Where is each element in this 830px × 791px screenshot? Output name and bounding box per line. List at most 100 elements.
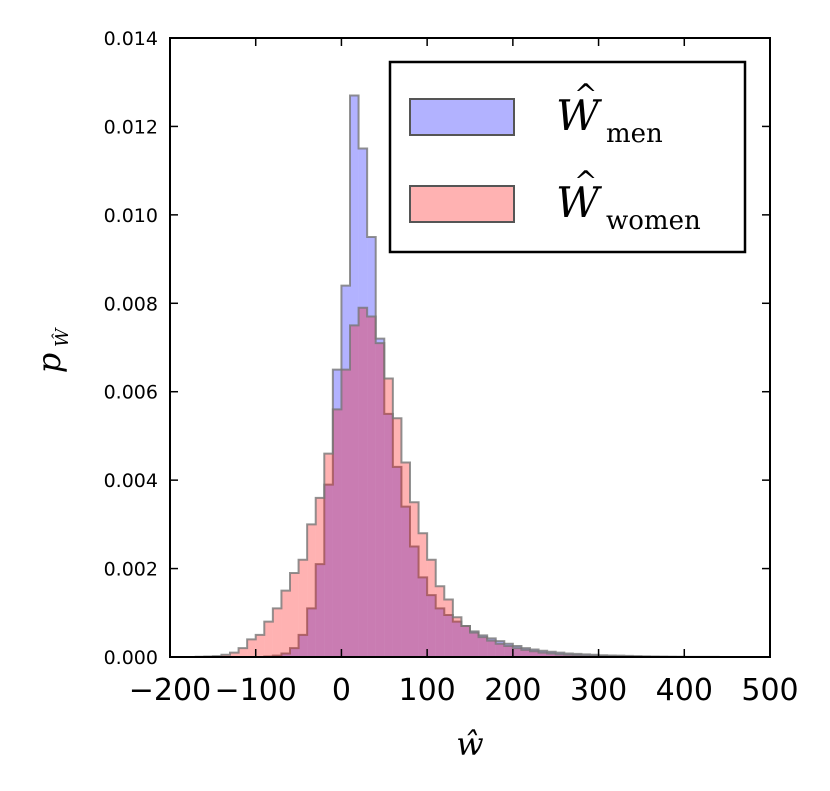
histogram-bar-men <box>315 564 325 657</box>
tick-labels: −200 −100 0 100 200 300 400 500 0.000 0.002 0.004 0… <box>104 28 799 708</box>
histogram-bar-women <box>255 634 265 657</box>
histogram-bar-men <box>444 614 453 657</box>
histogram-bar-men <box>375 338 385 657</box>
histogram-bar-women <box>230 652 239 657</box>
histogram-bar-women <box>538 652 548 657</box>
y-axis-title-subscript: Ŵ <box>50 327 73 347</box>
y-axis-title: p Ŵ <box>30 327 73 373</box>
x-tick-label: 400 <box>656 673 713 708</box>
histogram-bar-women <box>564 654 573 657</box>
histogram-series-layer <box>170 94 770 658</box>
histogram-bar-women <box>427 559 436 657</box>
histogram-bar-men <box>435 608 445 657</box>
histogram-bar-women <box>401 462 410 657</box>
histogram-outline-women <box>170 306 770 658</box>
histogram-bar-women <box>358 307 368 657</box>
histogram-bar-women <box>384 378 393 657</box>
histogram-bar-women <box>238 648 248 657</box>
histogram-bar-men <box>341 285 350 657</box>
histogram-bar-men <box>521 648 530 657</box>
histogram-bar-men <box>504 643 513 657</box>
histogram-bar-men <box>410 546 419 657</box>
histogram-bar-men <box>478 635 488 657</box>
histogram-bar-women <box>264 621 273 657</box>
histogram-bar-men <box>487 638 496 657</box>
y-tick-label: 0.006 <box>104 382 158 404</box>
histogram-bar-women <box>512 648 522 657</box>
histogram-bar-men <box>324 484 333 657</box>
histogram-bar-women <box>392 418 402 657</box>
histogram-bar-women <box>504 645 513 657</box>
legend-label-men-subscript: men <box>606 119 663 149</box>
histogram-bar-women <box>487 640 496 657</box>
x-tick-label: 0 <box>332 673 351 708</box>
histogram-bar-women <box>444 599 453 657</box>
histogram-bar-men <box>512 645 522 657</box>
legend-label-women-main: W <box>556 178 603 227</box>
legend-swatch-women <box>409 185 515 223</box>
legend-box <box>388 60 747 254</box>
histogram-bar-men <box>392 466 402 657</box>
legend-hat-men: ^ <box>574 78 597 111</box>
histogram-bar-women <box>307 524 316 657</box>
legend-label-women-subscript: women <box>606 206 701 236</box>
legend-hat-women: ^ <box>574 165 597 198</box>
histogram-bar-women <box>495 643 505 657</box>
histogram-bar-men <box>452 621 462 657</box>
histogram-bar-men <box>495 641 505 657</box>
y-tick-label: 0.004 <box>104 470 158 492</box>
histogram-bar-women <box>547 653 556 657</box>
tick-marks <box>169 37 771 658</box>
x-tick-label: 300 <box>570 673 627 708</box>
histogram-bar-women <box>298 559 308 657</box>
legend-label-women: W ^ women <box>556 165 701 236</box>
histogram-bar-women <box>461 626 470 657</box>
histogram-bar-women <box>418 533 428 657</box>
x-tick-label: −200 <box>129 673 211 708</box>
x-tick-label: 500 <box>741 673 798 708</box>
histogram-bar-women <box>530 651 539 657</box>
x-tick-label: 200 <box>484 673 541 708</box>
histogram-bar-men <box>530 649 539 657</box>
histogram-bar-women <box>478 637 488 657</box>
legend: W ^ men W ^ women <box>388 60 747 254</box>
histogram-bar-men <box>307 608 316 657</box>
histogram-bar-men <box>290 648 299 657</box>
histogram-bar-men <box>298 634 308 657</box>
histogram-bar-women <box>290 572 299 657</box>
histogram-bar-women <box>375 343 385 657</box>
y-tick-label: 0.002 <box>104 559 158 581</box>
series-women <box>170 306 770 658</box>
x-axis-title: ŵ <box>456 725 483 763</box>
histogram-bar-women <box>470 632 479 657</box>
legend-swatch-men <box>409 98 515 136</box>
histogram-bar-men <box>418 577 428 657</box>
histogram-bar-men <box>427 595 436 657</box>
histogram-bar-men <box>350 95 359 657</box>
histogram-bar-men <box>470 631 479 657</box>
plot-frame <box>169 37 771 658</box>
histogram-bar-women <box>435 586 445 657</box>
y-tick-label: 0.012 <box>104 116 158 138</box>
histogram-bar-women <box>281 590 290 657</box>
histogram-bar-men <box>358 148 368 658</box>
histogram-bar-women <box>367 316 376 657</box>
y-tick-label: 0.010 <box>104 205 158 227</box>
histogram-bar-men <box>538 650 548 657</box>
x-tick-label: −100 <box>215 673 297 708</box>
histogram-bar-women <box>272 608 282 657</box>
histogram-bar-women <box>555 654 565 657</box>
x-tick-label: 100 <box>399 673 456 708</box>
histogram-bar-women <box>221 654 230 657</box>
histogram-bar-women <box>521 649 530 657</box>
histogram-bar-men <box>401 506 410 657</box>
legend-label-men: W ^ men <box>556 78 663 149</box>
legend-label-men-main: W <box>556 91 603 140</box>
histogram-bar-women <box>350 325 359 657</box>
histogram-bar-men <box>461 626 470 657</box>
histogram-bar-men <box>332 369 342 657</box>
histogram-bar-women <box>315 497 325 657</box>
histogram-bar-women <box>410 502 419 657</box>
y-tick-label: 0.008 <box>104 293 158 315</box>
